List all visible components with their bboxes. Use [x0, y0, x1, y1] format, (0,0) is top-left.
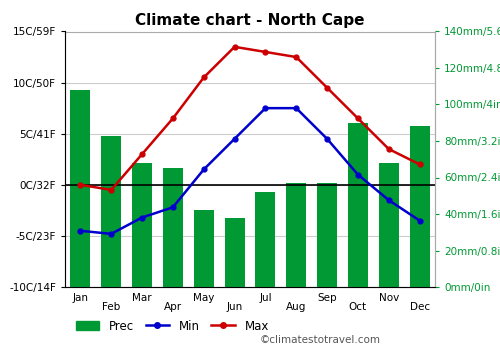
Text: Sep: Sep: [318, 293, 337, 303]
Text: Aug: Aug: [286, 302, 306, 312]
Bar: [132, 163, 152, 287]
Text: Feb: Feb: [102, 302, 120, 312]
Text: Jul: Jul: [259, 293, 272, 303]
Text: Dec: Dec: [410, 302, 430, 312]
Title: Climate chart - North Cape: Climate chart - North Cape: [135, 13, 365, 28]
Text: Apr: Apr: [164, 302, 182, 312]
Text: Oct: Oct: [349, 302, 367, 312]
Text: Mar: Mar: [132, 293, 152, 303]
Bar: [256, 192, 276, 287]
Bar: [224, 218, 244, 287]
Legend: Prec, Min, Max: Prec, Min, Max: [71, 315, 274, 337]
Text: Jan: Jan: [72, 293, 88, 303]
Bar: [286, 183, 306, 287]
Bar: [194, 210, 214, 287]
Text: Nov: Nov: [378, 293, 399, 303]
Text: May: May: [193, 293, 214, 303]
Bar: [410, 126, 430, 287]
Bar: [378, 163, 399, 287]
Bar: [70, 90, 90, 287]
Bar: [163, 168, 183, 287]
Bar: [317, 183, 337, 287]
Bar: [348, 123, 368, 287]
Text: ©climatestotravel.com: ©climatestotravel.com: [260, 335, 381, 345]
Text: Jun: Jun: [226, 302, 242, 312]
Bar: [101, 135, 121, 287]
